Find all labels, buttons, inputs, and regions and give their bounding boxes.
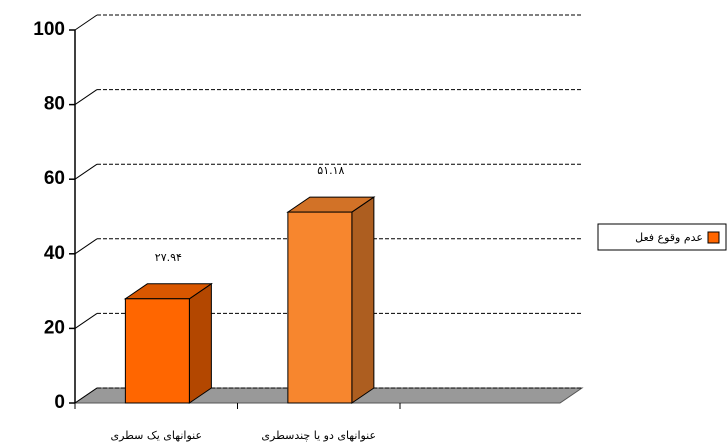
value-label: ۵۱.۱۸	[317, 164, 344, 177]
grid-diagonal	[74, 387, 98, 404]
x-tick-label: عنوانهای یک سطری	[110, 429, 202, 442]
y-tick-label: 0	[54, 392, 65, 413]
grid-diagonal	[74, 312, 98, 329]
legend-label: عدم وقوع فعل	[635, 231, 703, 244]
bar	[124, 298, 190, 404]
legend-box	[597, 223, 727, 251]
y-tick-label: 80	[44, 94, 65, 115]
y-tick-label: 100	[33, 19, 65, 40]
grid-diagonal	[74, 163, 98, 180]
grid-diagonal	[74, 14, 98, 31]
y-tick-label: 60	[44, 168, 65, 189]
grid-diagonal	[74, 238, 98, 255]
bar-side	[188, 282, 212, 404]
grid-diagonal	[74, 89, 98, 106]
legend-swatch	[707, 231, 720, 244]
y-tick-label: 40	[44, 243, 65, 264]
value-label: ۲۷.۹۴	[155, 251, 182, 264]
bar-side	[351, 196, 375, 404]
bar	[287, 211, 353, 404]
y-tick-label: 20	[44, 317, 65, 338]
x-tick-label: عنوانهای دو یا چندسطری	[261, 429, 376, 442]
